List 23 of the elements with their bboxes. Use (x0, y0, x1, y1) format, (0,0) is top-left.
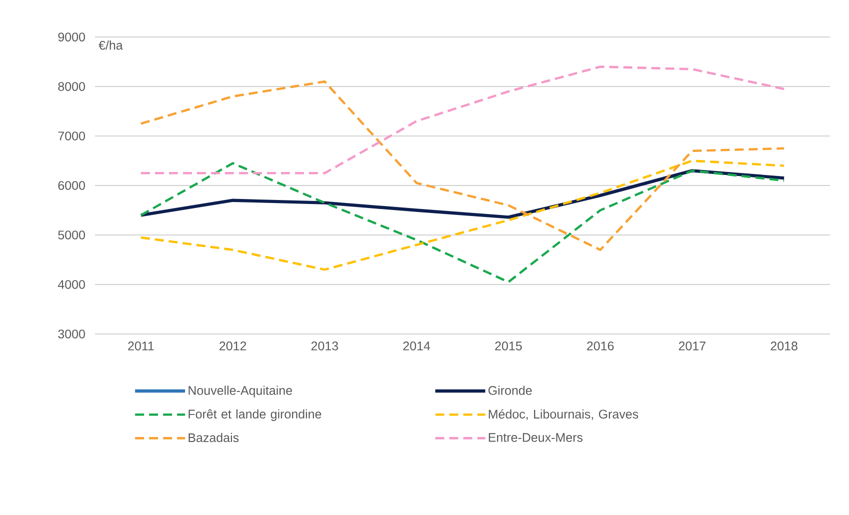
x-tick-label: 2012 (220, 342, 246, 350)
x-tick-label: 2014 (403, 342, 430, 350)
y-tick-label: 9000 (58, 32, 85, 42)
legend-label: Forêt et lande girondine (188, 409, 322, 421)
y-tick-label: 7000 (58, 132, 85, 140)
y-tick-label: 3000 (58, 330, 85, 338)
legend-label: Entre-Deux-Mers (488, 433, 583, 442)
y-tick-label: 8000 (58, 82, 85, 91)
x-tick-label: 2011 (128, 342, 154, 350)
x-tick-label: 2013 (311, 342, 338, 350)
line-series (140, 80, 786, 252)
y-axis-title: €/ha (98, 40, 123, 50)
y-tick-label: 5000 (58, 230, 85, 240)
legend-label: Nouvelle-Aquitaine (188, 386, 292, 398)
x-tick-label: 2018 (770, 342, 798, 350)
x-tick-label: 2016 (587, 342, 614, 350)
legend-label: Médoc, Libournais, Graves (488, 409, 638, 420)
y-tick-label: 4000 (58, 280, 85, 289)
x-tick-label: 2017 (678, 342, 706, 350)
x-tick-label: 2015 (495, 342, 522, 350)
legend-label: Bazadais (188, 432, 239, 442)
y-tick-label: 6000 (58, 181, 85, 190)
legend-label: Gironde (488, 386, 532, 395)
